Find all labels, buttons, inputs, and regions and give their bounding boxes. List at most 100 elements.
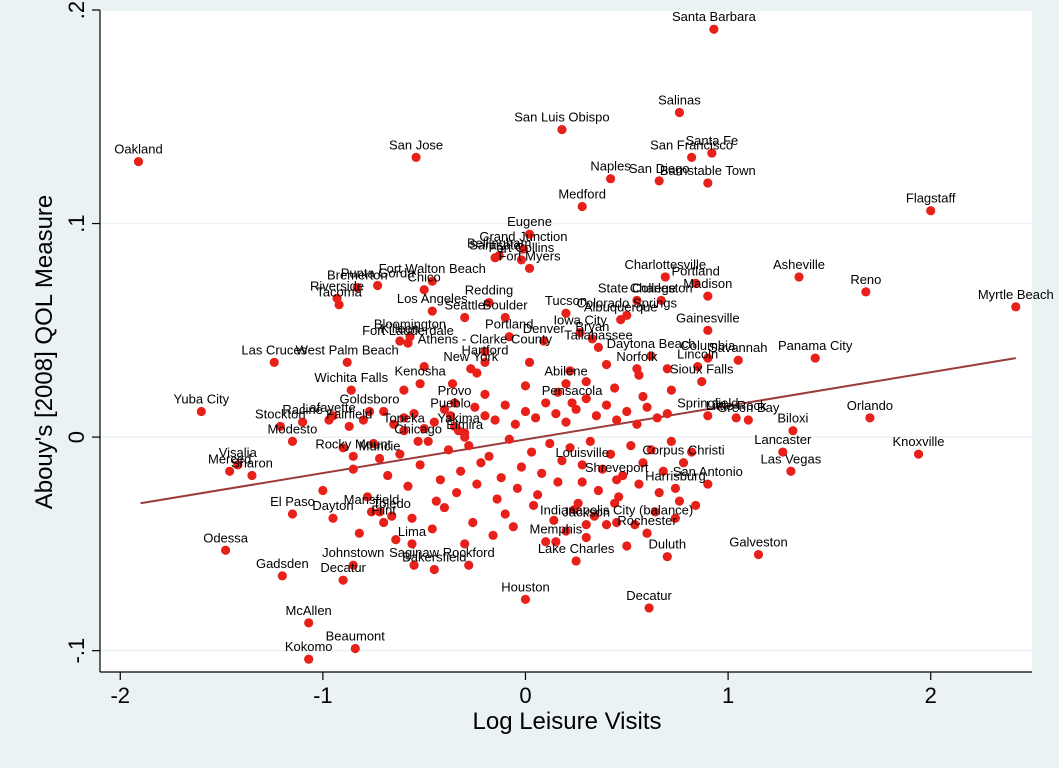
data-point <box>247 470 257 481</box>
data-point <box>610 498 620 508</box>
point-label: Barnstable Town <box>660 163 756 178</box>
point-label: Fort Collins <box>489 240 555 255</box>
data-point <box>429 564 439 575</box>
data-point <box>926 206 936 216</box>
data-point <box>500 400 510 410</box>
point-label: Myrtle Beach <box>978 287 1054 302</box>
data-point <box>439 404 450 414</box>
data-point <box>632 295 642 306</box>
x-tick-label: 0 <box>519 683 531 708</box>
y-axis-title: Abouy's [2008] QOL Measure <box>31 195 58 510</box>
data-point <box>593 342 604 353</box>
point-label: Eugene <box>507 214 552 229</box>
data-point <box>233 460 243 470</box>
data-point <box>644 603 654 613</box>
point-label: Killeen <box>380 321 419 336</box>
point-label: Biloxi <box>777 411 808 426</box>
data-point <box>569 505 579 515</box>
point-label: Kenosha <box>394 364 446 379</box>
data-point <box>494 250 504 261</box>
data-point <box>612 475 622 485</box>
point-label: Bryan <box>575 319 609 334</box>
data-point <box>674 496 685 506</box>
data-point <box>670 513 681 523</box>
data-point <box>778 447 788 457</box>
x-tick-label: -1 <box>313 683 333 708</box>
data-point <box>468 517 478 528</box>
data-point <box>439 502 450 513</box>
data-point <box>638 391 648 402</box>
point-label: Santa Barbara <box>672 9 757 24</box>
data-point <box>470 402 480 412</box>
point-label: Topeka <box>383 411 426 426</box>
point-label: Bremerton <box>327 268 388 283</box>
data-point <box>810 353 820 363</box>
data-point <box>407 539 417 549</box>
point-label: San Luis Obispo <box>514 110 609 125</box>
data-point <box>593 485 604 496</box>
data-point <box>545 438 555 449</box>
point-label: Harrisburg <box>645 468 706 483</box>
data-point <box>403 481 413 491</box>
data-point <box>703 291 713 301</box>
data-point <box>324 415 334 425</box>
data-point <box>435 475 445 485</box>
data-point <box>512 483 522 493</box>
data-point <box>537 468 547 478</box>
point-label: Toledo <box>373 496 411 511</box>
y-tick-label: .1 <box>64 214 89 232</box>
data-point <box>352 283 362 293</box>
data-point <box>662 364 672 374</box>
point-label: Yuba City <box>173 391 229 406</box>
data-point <box>670 483 681 493</box>
data-point <box>630 520 640 530</box>
data-point <box>541 398 551 408</box>
point-label: San Francisco <box>650 137 733 152</box>
data-point <box>622 406 632 417</box>
point-label: Wichita Falls <box>314 370 388 385</box>
point-label: Dayton <box>312 498 353 513</box>
data-point <box>581 376 591 387</box>
point-label: Fort Walton Beach <box>379 261 486 276</box>
point-label: Panama City <box>778 338 853 353</box>
data-point <box>585 436 595 446</box>
data-point <box>364 406 375 417</box>
point-label: West Palm Beach <box>296 342 399 357</box>
point-label: Decatur <box>626 588 672 603</box>
data-point <box>429 417 439 427</box>
data-point <box>318 485 328 496</box>
data-point <box>419 362 429 372</box>
point-label: Sharon <box>231 456 273 471</box>
data-point <box>703 353 713 363</box>
point-label: San Antonio <box>673 464 743 479</box>
point-label: Portland <box>485 317 533 332</box>
point-label: Lima <box>398 524 427 539</box>
point-label: Kokomo <box>285 639 333 654</box>
point-label: Athens - Clarke County <box>418 332 553 347</box>
point-label: Naples <box>590 159 631 174</box>
point-label: Asheville <box>773 257 825 272</box>
point-label: Johnstown <box>322 545 384 560</box>
data-point <box>687 447 697 457</box>
data-point <box>504 434 514 444</box>
y-tick-label: -.1 <box>64 638 89 664</box>
data-point <box>277 571 287 581</box>
point-label: Green Bay <box>717 400 780 415</box>
point-label: McAllen <box>286 603 332 618</box>
point-label: Charleston <box>630 280 693 295</box>
data-point <box>662 552 672 562</box>
points-group <box>133 24 1021 664</box>
x-tick-label: -2 <box>110 683 130 708</box>
point-label: Rockford <box>443 545 495 560</box>
point-label: Flagstaff <box>906 191 956 206</box>
point-label: Savannah <box>709 340 768 355</box>
data-point <box>480 389 490 399</box>
data-point <box>399 426 409 436</box>
data-point <box>447 379 458 389</box>
data-point <box>366 507 377 517</box>
point-label: Lancaster <box>754 432 812 447</box>
data-point <box>409 560 419 570</box>
data-point <box>466 364 476 374</box>
data-point <box>561 308 571 318</box>
